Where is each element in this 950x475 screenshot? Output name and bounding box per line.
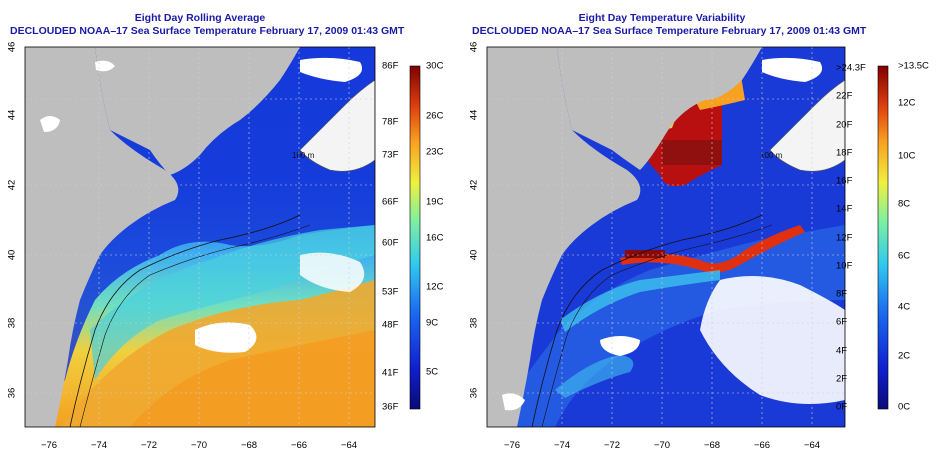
colorbar-celsius-label: 4C: [898, 301, 911, 313]
colorbar-fahrenheit-label: 16F: [836, 175, 853, 187]
longitude-tick-label: −66: [753, 440, 771, 451]
longitude-tick-label: −74: [90, 440, 108, 451]
latitude-tick-label: 40: [6, 249, 18, 261]
latitude-tick-label: 44: [6, 109, 18, 121]
latitude-tick-label: 42: [468, 179, 480, 191]
colorbar-fahrenheit-label: 73F: [382, 149, 399, 161]
right-colorbar: [877, 65, 889, 410]
left-title-line1: Eight Day Rolling Average: [134, 12, 266, 24]
colorbar-fahrenheit-label: 53F: [382, 286, 399, 298]
colorbar-fahrenheit-label: 66F: [382, 196, 399, 208]
colorbar-celsius-label: 10C: [898, 150, 916, 162]
colorbar-celsius-label: 30C: [426, 60, 444, 72]
left-depth-label: 100 m: [292, 151, 315, 160]
right-title-line2: DECLOUDED NOAA–17 Sea Surface Temperatur…: [472, 25, 867, 37]
right-map-frame: [486, 46, 846, 428]
colorbar-fahrenheit-label: 60F: [382, 237, 399, 249]
latitude-tick-label: 36: [468, 387, 480, 399]
colorbar-fahrenheit-label: 20F: [836, 119, 853, 130]
colorbar-fahrenheit-label: 18F: [836, 147, 853, 159]
colorbar-celsius-label: 5C: [426, 366, 439, 378]
longitude-tick-label: −66: [290, 440, 308, 451]
latitude-tick-label: 40: [468, 249, 480, 261]
colorbar-celsius-label: 19C: [426, 196, 444, 208]
colorbar-celsius-label: >13.5C: [898, 60, 929, 72]
colorbar-fahrenheit-label: 36F: [382, 401, 399, 413]
longitude-tick-label: −74: [553, 440, 571, 451]
colorbar-fahrenheit-label: 10F: [836, 260, 853, 272]
colorbar-celsius-label: 23C: [426, 146, 444, 158]
latitude-tick-label: 38: [468, 317, 480, 329]
colorbar-fahrenheit-label: 6F: [836, 316, 848, 328]
left-colorbar: [409, 65, 421, 410]
longitude-tick-label: −76: [40, 440, 58, 451]
colorbar-fahrenheit-label: 14F: [836, 203, 853, 215]
longitude-tick-label: −70: [653, 440, 671, 451]
longitude-tick-label: −64: [340, 440, 358, 451]
longitude-tick-label: −70: [190, 440, 208, 451]
left-map-frame: [24, 46, 376, 428]
colorbar-fahrenheit-label: 78F: [382, 116, 399, 128]
colorbar-fahrenheit-label: 12F: [836, 232, 853, 243]
colorbar-celsius-label: 16C: [426, 232, 444, 244]
left-title-line2: DECLOUDED NOAA–17 Sea Surface Temperatur…: [10, 25, 405, 37]
colorbar-celsius-label: 9C: [426, 317, 439, 329]
latitude-tick-label: 42: [6, 179, 18, 191]
colorbar-fahrenheit-label: >24.3F: [836, 62, 866, 74]
colorbar-celsius-label: 12C: [898, 97, 916, 109]
longitude-tick-label: −76: [503, 440, 521, 451]
colorbar-fahrenheit-label: 0F: [836, 401, 848, 413]
colorbar-fahrenheit-label: 22F: [836, 90, 853, 102]
colorbar-fahrenheit-label: 8F: [836, 288, 848, 300]
colorbar-fahrenheit-label: 2F: [836, 373, 848, 385]
colorbar-fahrenheit-label: 41F: [382, 367, 399, 379]
latitude-tick-label: 46: [6, 41, 18, 53]
colorbar-celsius-label: 26C: [426, 110, 444, 122]
longitude-tick-label: −64: [803, 440, 821, 451]
left-map: 100 m: [25, 47, 375, 427]
longitude-tick-label: −72: [140, 440, 158, 451]
colorbar-celsius-label: 8C: [898, 198, 911, 210]
latitude-tick-label: 46: [468, 41, 480, 53]
right-title-line1: Eight Day Temperature Variability: [578, 12, 746, 24]
colorbar-celsius-label: 2C: [898, 350, 911, 362]
colorbar-fahrenheit-label: 86F: [382, 60, 399, 72]
colorbar-celsius-label: 6C: [898, 250, 911, 262]
longitude-tick-label: −68: [240, 440, 258, 451]
right-map: 100 m: [487, 47, 845, 427]
right-depth-label: 100 m: [760, 151, 783, 160]
colorbar-fahrenheit-label: 4F: [836, 345, 848, 356]
latitude-tick-label: 38: [6, 317, 18, 329]
latitude-tick-label: 44: [468, 109, 480, 121]
longitude-tick-label: −68: [703, 440, 721, 451]
left-land-us: [25, 47, 179, 427]
longitude-tick-label: −72: [603, 440, 621, 451]
colorbar-celsius-label: 0C: [898, 401, 911, 413]
colorbar-fahrenheit-label: 48F: [382, 319, 399, 331]
latitude-tick-label: 36: [6, 387, 18, 399]
colorbar-celsius-label: 12C: [426, 281, 444, 293]
